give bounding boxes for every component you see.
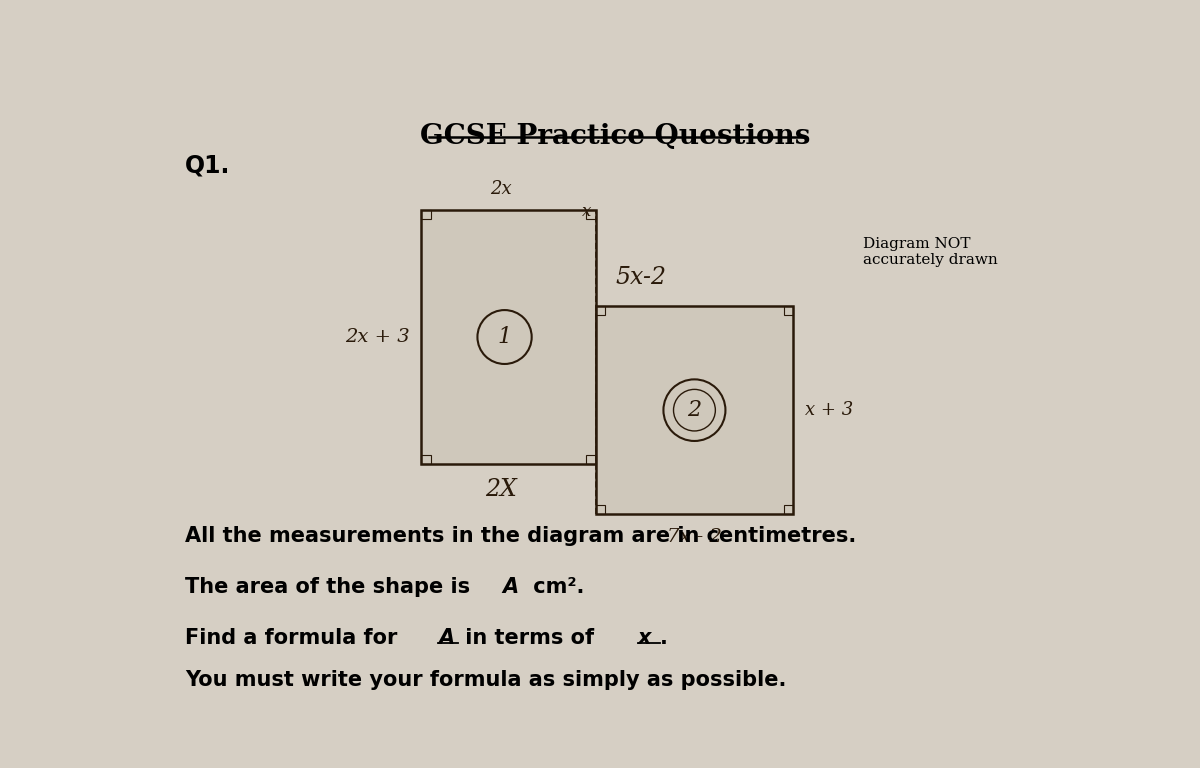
Text: x + 3: x + 3 [805,401,853,419]
Text: A: A [438,628,455,648]
Text: The area of the shape is: The area of the shape is [185,578,478,598]
Text: 2x + 3: 2x + 3 [346,328,409,346]
Text: .: . [660,628,668,648]
Text: Diagram NOT
accurately drawn: Diagram NOT accurately drawn [863,237,997,267]
Text: cm².: cm². [526,578,584,598]
Bar [421,210,431,219]
Text: All the measurements in the diagram are in centimetres.: All the measurements in the diagram are … [185,525,856,546]
Text: x: x [582,203,592,220]
Text: GCSE Practice Questions: GCSE Practice Questions [420,123,810,150]
Bar [595,306,793,514]
Bar [784,505,793,514]
Text: Q1.: Q1. [185,154,230,177]
Text: 2X: 2X [485,478,517,501]
Text: 5x-2: 5x-2 [616,266,666,290]
Bar [595,306,605,316]
Text: You must write your formula as simply as possible.: You must write your formula as simply as… [185,670,786,690]
Text: 1: 1 [498,326,511,348]
Text: 2: 2 [688,399,702,421]
Bar [587,455,595,464]
Text: Find a formula for: Find a formula for [185,628,404,648]
Text: x: x [638,628,652,648]
Text: 2x: 2x [490,180,511,198]
Bar [421,210,595,464]
Text: in terms of: in terms of [458,628,602,648]
Bar [421,455,431,464]
Text: A: A [503,578,518,598]
Text: 7x - 2: 7x - 2 [667,528,722,546]
Bar [784,306,793,316]
Bar [595,505,605,514]
Bar [587,210,595,219]
